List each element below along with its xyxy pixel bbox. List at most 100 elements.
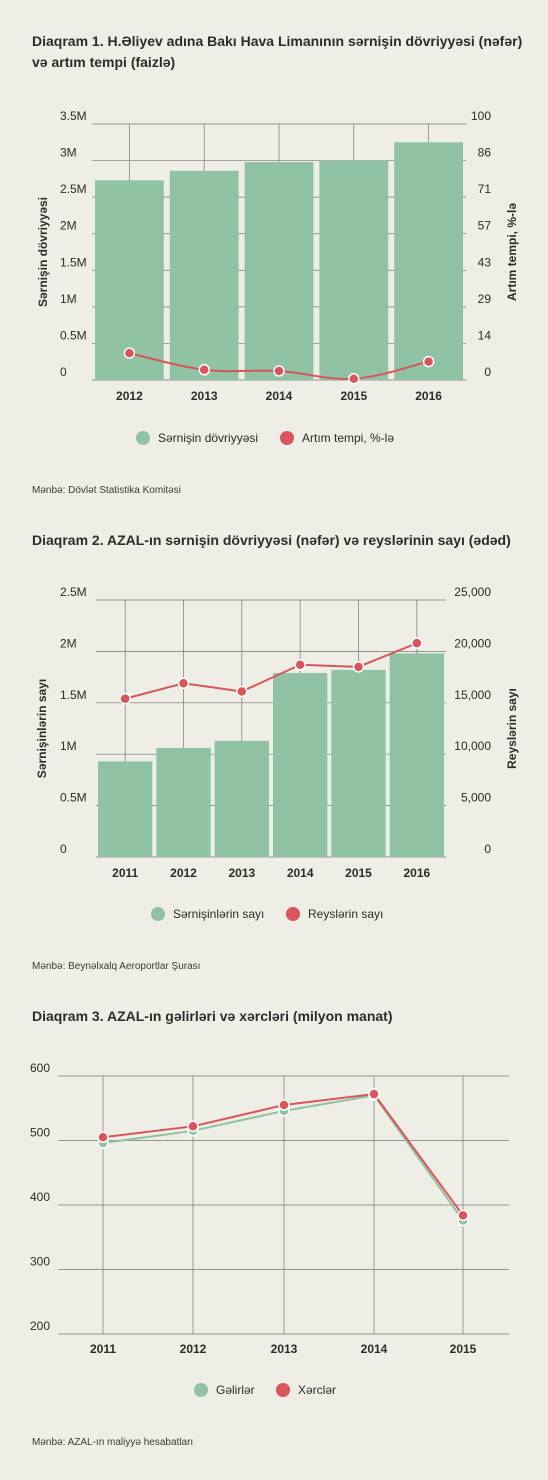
chart-1-source: Mənbə: Dövlət Statistika Komitəsi: [32, 485, 181, 496]
chart-1-x-tick-label: 2015: [340, 389, 367, 403]
chart-2-title: Diaqram 2. AZAL-ın sərnişin dövriyyəsi (…: [32, 532, 511, 548]
chart-1-x-tick-label: 2014: [266, 389, 293, 403]
chart-2-y2-tick-label: 5,000: [461, 791, 491, 805]
chart-1-x-tick-label: 2013: [191, 389, 218, 403]
chart-2-y2-tick-label: 25,000: [454, 585, 491, 599]
chart-2-y2-tick-label: 20,000: [454, 636, 491, 650]
chart-1-legend-swatch-red: [280, 431, 294, 445]
chart-2-legend-label: Reyslərin sayı: [308, 907, 383, 921]
chart-3-line-point: [368, 1088, 380, 1100]
chart-1-plot: 0 0 0.5M 14 1M 29 1.5M 43 2M 57 2.5M 71 3M 86 3.5M 100 2…: [36, 109, 519, 445]
chart-2-y2-tick-label: 0: [484, 842, 491, 856]
chart-1-line-point: [123, 347, 136, 359]
chart-1-legend-label: Artım tempi, %-lə: [302, 431, 394, 445]
chart-3-title: Diaqram 3. AZAL-ın gəlirləri və xərcləri…: [32, 1008, 393, 1024]
chart-1-y-tick-label: 0.5M: [60, 328, 87, 342]
chart-1-line-point: [273, 365, 285, 377]
chart-2-x-tick-label: 2014: [287, 866, 314, 880]
chart-1-title: Diaqram 1. H.Əliyev adına Bakı Hava Lima…: [32, 33, 523, 70]
chart-2-x-tick-label: 2011: [112, 866, 138, 880]
chart-2-bar: [156, 748, 211, 857]
chart-3-y-tick-label: 400: [30, 1190, 50, 1204]
chart-3-line-point: [278, 1099, 290, 1111]
chart-2-line-point: [119, 692, 131, 705]
chart-2-x-tick-label: 2016: [403, 866, 430, 880]
chart-3-x-tick-label: 2013: [271, 1342, 298, 1356]
chart-3-line-point: [187, 1120, 199, 1133]
chart-1-line-point: [348, 372, 360, 385]
chart-1-y2-tick-label: 29: [478, 292, 492, 306]
chart-1-y-tick-label: 1.5M: [60, 255, 87, 269]
chart-1-x-tick-label: 2012: [116, 389, 143, 403]
chart-2-y2-axis-title: Reyslərin sayı: [505, 688, 519, 769]
chart-2-line-series: [124, 642, 418, 700]
chart-3-line-point: [97, 1131, 109, 1144]
chart-2-y2-tick-label: 15,000: [454, 688, 491, 702]
chart-1-bar: [169, 170, 239, 380]
chart-2-bar: [331, 669, 386, 857]
chart-1-bar: [394, 142, 463, 380]
chart-1-y2-tick-label: 100: [471, 109, 491, 123]
chart-3-y-tick-label: 500: [30, 1126, 50, 1140]
chart-2-y2-tick-label: 10,000: [454, 739, 491, 753]
chart-2-line-point: [411, 637, 423, 649]
chart-1-bar: [244, 162, 314, 380]
chart-3-x-tick-label: 2014: [361, 1342, 388, 1356]
chart-3-y-tick-label: 200: [30, 1319, 50, 1333]
chart-1-y2-axis-title: Artım tempi, %-lə: [505, 203, 519, 301]
chart-1-legend-label: Sərnişin dövriyyəsi: [158, 431, 258, 445]
chart-2-x-tick-label: 2015: [345, 866, 372, 880]
chart-1-y2-tick-label: 43: [478, 255, 492, 269]
chart-1-y-tick-label: 3M: [60, 146, 77, 160]
chart-1-y-tick-label: 2M: [60, 219, 77, 233]
chart-1-y-tick-label: 3.5M: [60, 109, 87, 123]
chart-2-bar: [273, 672, 328, 857]
chart-1-y2-tick-label: 57: [478, 219, 492, 233]
chart-2-source: Mənbə: Beynəlxalq Aeroportlar Şurası: [32, 961, 201, 972]
chart-2-legend-swatch-red: [286, 907, 300, 921]
chart-1-line-point: [198, 364, 210, 376]
chart-2-line-point: [294, 659, 306, 671]
chart-3-y-tick-label: 600: [30, 1061, 50, 1075]
chart-1-y-tick-label: 2.5M: [60, 182, 87, 196]
chart-3-x-tick-label: 2012: [180, 1342, 207, 1356]
chart-2-x-tick-label: 2013: [228, 866, 255, 880]
chart-2-line-point: [236, 685, 248, 698]
chart-1-bar: [319, 160, 389, 380]
chart-2-y-axis-title: Sərnişinlərin sayı: [35, 679, 49, 778]
chart-2: Diaqram 2. AZAL-ın sərnişin dövriyyəsi (…: [32, 532, 511, 972]
chart-2-bar: [98, 761, 153, 857]
chart-2-y-tick-label: 1M: [60, 739, 77, 753]
chart-2-line-point: [177, 677, 190, 690]
chart-1-y2-tick-label: 0: [484, 365, 491, 379]
chart-3-source: Mənbə: AZAL-ın maliyyə hesabatları: [32, 1437, 194, 1448]
chart-3-legend-label: Xərclər: [298, 1383, 336, 1397]
chart-1-y2-tick-label: 71: [478, 182, 492, 196]
chart-1-y-tick-label: 1M: [60, 292, 77, 306]
chart-2-y-tick-label: 2M: [60, 636, 77, 650]
chart-3-legend-swatch-green: [194, 1383, 208, 1397]
chart-1-y-tick-label: 0: [60, 365, 67, 379]
chart-3-legend-label: Gəlirlər: [216, 1383, 255, 1397]
chart-3-x-tick-label: 2015: [450, 1342, 477, 1356]
chart-1-y2-tick-label: 86: [478, 146, 492, 160]
chart-1-line-point: [422, 355, 435, 368]
chart-2-y-tick-label: 0: [60, 842, 67, 856]
chart-2-legend-swatch-green: [151, 907, 165, 921]
chart-3-x-tick-label: 2011: [90, 1342, 116, 1356]
chart-2-y-tick-label: 0.5M: [60, 791, 87, 805]
chart-1: Diaqram 1. H.Əliyev adına Bakı Hava Lima…: [0, 0, 548, 510]
chart-1-y-axis-title: Sərnişin dövriyyəsi: [36, 197, 50, 307]
chart-1-legend-swatch-green: [136, 431, 150, 445]
chart-2-y-tick-label: 1.5M: [60, 688, 87, 702]
chart-1-bar: [95, 180, 164, 380]
chart-2-bar: [389, 653, 444, 857]
chart-3-legend-swatch-red: [276, 1383, 290, 1397]
chart-1-x-tick-label: 2016: [415, 389, 442, 403]
chart-2-x-tick-label: 2012: [170, 866, 197, 880]
chart-2-bar: [214, 740, 269, 857]
chart-2-legend-label: Sərnişinlərin sayı: [173, 907, 264, 921]
